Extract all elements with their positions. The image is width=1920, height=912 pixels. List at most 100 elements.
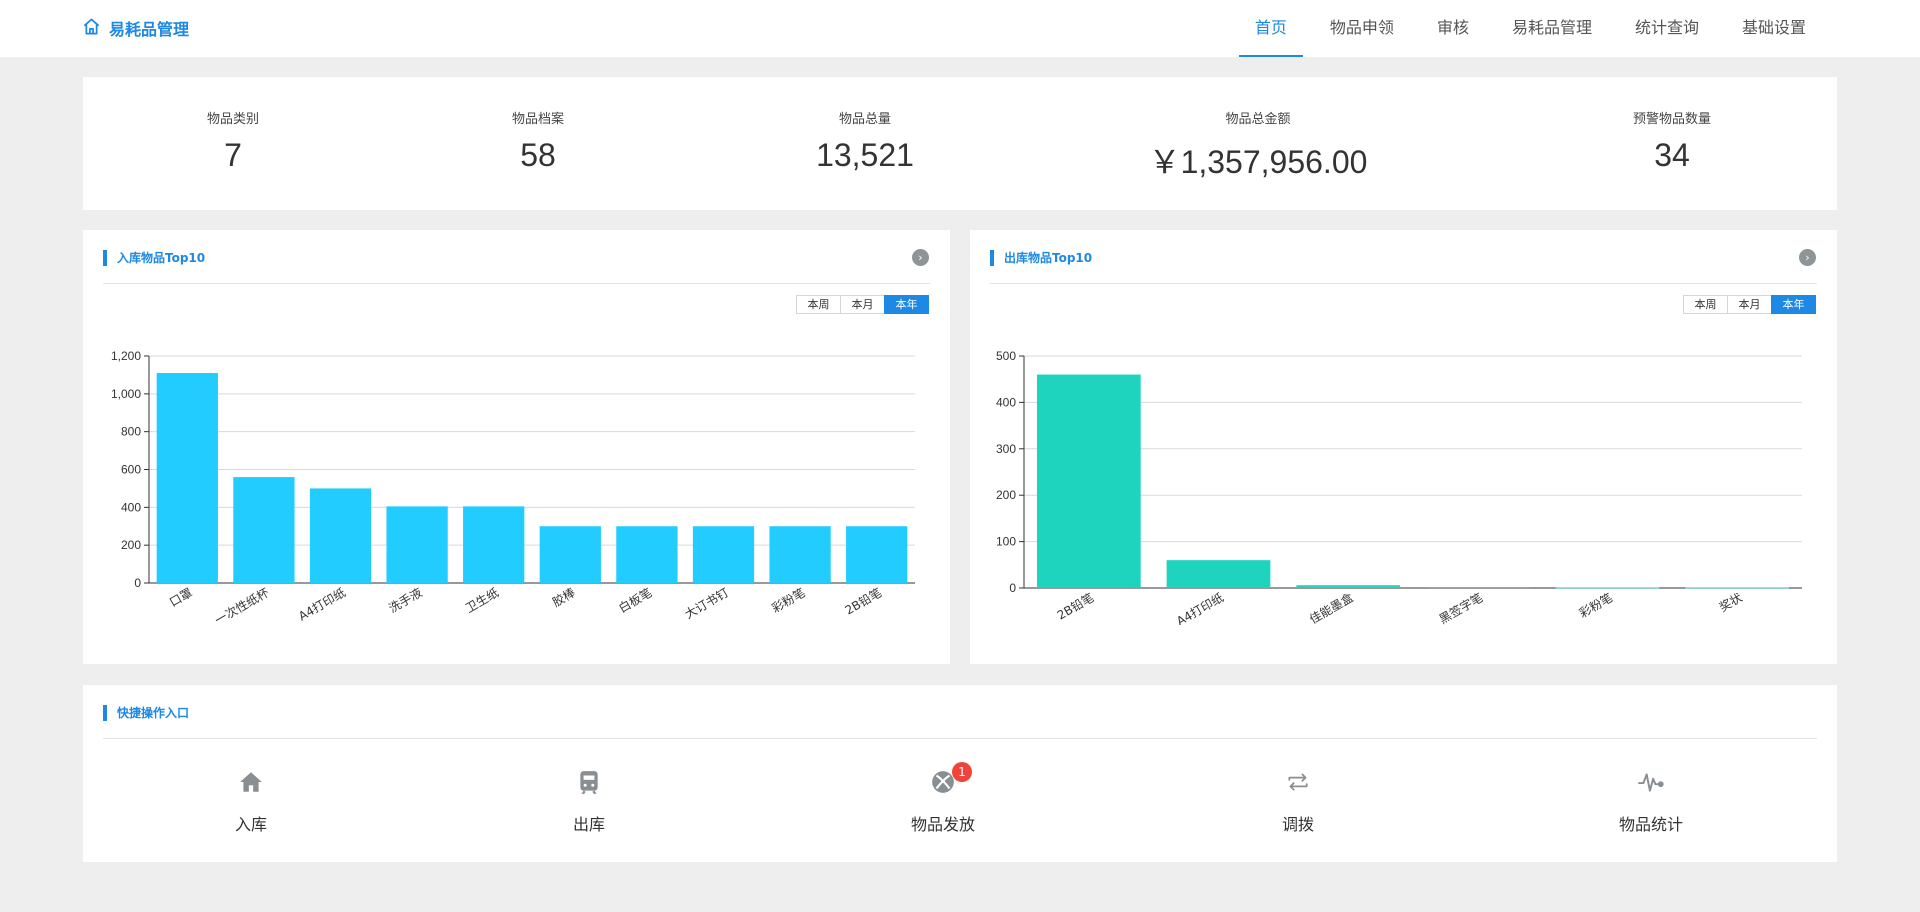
outbound-bar[interactable] [1296, 585, 1401, 588]
stat-label: 物品类别 [206, 112, 259, 127]
x-tick-label: A4打印纸 [1174, 590, 1226, 625]
inbound-bar[interactable] [309, 488, 372, 583]
y-tick-label: 200 [121, 538, 141, 552]
x-tick-label: 洗手液 [386, 585, 425, 616]
y-tick-label: 1,200 [111, 349, 141, 363]
stat-value: 34 [1654, 137, 1690, 173]
xbox-icon [930, 769, 956, 799]
brand-title: 易耗品管理 [109, 20, 190, 39]
x-tick-label: 佳能墨盒 [1307, 590, 1356, 625]
quick-label: 调拨 [1281, 815, 1314, 834]
panel-title: 出库物品Top10 [990, 250, 1092, 266]
outbound-bar[interactable] [1166, 560, 1271, 588]
y-tick-label: 100 [996, 535, 1016, 549]
train-icon [576, 769, 602, 799]
y-tick-label: 200 [996, 488, 1016, 502]
main-nav: 首页 物品申领 审核 易耗品管理 统计查询 基础设置 [1228, 0, 1822, 57]
nav-home[interactable]: 首页 [1238, 0, 1303, 57]
range-week-button[interactable]: 本周 [796, 295, 841, 314]
stat-total-quantity: 物品总量 13,521 [715, 77, 1015, 174]
chevron-right-icon[interactable]: › [912, 249, 929, 266]
x-tick-label: 一次性纸杯 [212, 585, 271, 625]
y-tick-label: 0 [1009, 581, 1016, 595]
outbound-bar-chart: 0 100 200 300 400 500 2B铅笔 A4打印纸 佳能墨盒 黑签字笔 彩粉笔 奖状 [996, 349, 1802, 625]
y-tick-label: 400 [996, 395, 1016, 409]
outbound-bar[interactable] [1425, 587, 1530, 588]
range-selector: 本周 本月 本年 [1683, 295, 1816, 314]
stat-value: 7 [224, 137, 242, 173]
home-icon [82, 17, 101, 40]
range-year-button[interactable]: 本年 [884, 295, 929, 314]
inbound-bar-chart: 0 200 400 600 800 1,000 1,200 口罩 一次性纸杯 A4打印纸 洗手液 卫生… [111, 349, 915, 625]
inbound-bar[interactable] [233, 477, 295, 583]
stats-panel: 物品类别 7 物品档案 58 物品总量 13,521 物品总金额 ￥1,357,… [83, 77, 1837, 210]
x-tick-label: 大订书钉 [682, 585, 731, 621]
nav-approval[interactable]: 审核 [1436, 18, 1469, 37]
stat-warning-count: 预警物品数量 34 [1522, 77, 1822, 174]
stat-label: 预警物品数量 [1632, 112, 1711, 127]
inbound-bar[interactable] [692, 526, 755, 583]
y-tick-label: 500 [996, 349, 1016, 363]
x-tick-label: 彩粉笔 [1576, 590, 1615, 621]
inbound-bar[interactable] [156, 373, 218, 583]
outbound-top10-panel: 出库物品Top10 › 本周 本月 本年 0 100 200 300 400 500 2B铅… [970, 230, 1837, 664]
stat-archive: 物品档案 58 [388, 77, 688, 174]
range-month-button[interactable]: 本月 [840, 295, 885, 314]
stat-category: 物品类别 7 [83, 77, 383, 174]
quick-label: 入库 [234, 815, 267, 834]
stat-value: 13,521 [816, 137, 914, 173]
inbound-bar[interactable] [846, 526, 908, 583]
y-tick-label: 800 [121, 425, 141, 439]
y-tick-label: 400 [121, 500, 141, 514]
inbound-top10-panel: 入库物品Top10 › 本周 本月 本年 0 200 400 600 800 1,000 1… [83, 230, 950, 664]
inbound-bar[interactable] [616, 526, 678, 583]
outbound-bar[interactable] [1685, 587, 1790, 589]
divider [990, 283, 1817, 284]
y-tick-label: 0 [134, 576, 141, 590]
outbound-bar[interactable] [1555, 587, 1660, 589]
panel-title: 入库物品Top10 [103, 250, 205, 266]
range-year-button[interactable]: 本年 [1771, 295, 1816, 314]
x-tick-label: 卫生纸 [463, 585, 501, 615]
x-tick-label: 白板笔 [616, 585, 655, 616]
stat-label: 物品总量 [838, 112, 891, 127]
quick-outbound[interactable]: 出库 [529, 769, 649, 835]
divider [103, 738, 1817, 739]
stat-label: 物品总金额 [1225, 112, 1291, 127]
transfer-icon [1285, 769, 1311, 799]
quick-inbound[interactable]: 入库 [191, 769, 311, 835]
x-tick-label: 奖状 [1717, 590, 1745, 614]
x-tick-label: 2B铅笔 [842, 585, 884, 618]
quick-transfer[interactable]: 调拨 [1238, 769, 1358, 835]
range-selector: 本周 本月 本年 [796, 295, 929, 314]
range-week-button[interactable]: 本周 [1683, 295, 1728, 314]
chevron-right-icon[interactable]: › [1799, 249, 1816, 266]
x-tick-label: 黑签字笔 [1436, 590, 1485, 625]
range-month-button[interactable]: 本月 [1727, 295, 1772, 314]
inbound-bar[interactable] [769, 526, 831, 583]
nav-consumables[interactable]: 易耗品管理 [1511, 18, 1592, 37]
nav-settings[interactable]: 基础设置 [1741, 18, 1806, 37]
stat-total-amount: 物品总金额 ￥1,357,956.00 [1108, 77, 1408, 183]
stat-label: 物品档案 [511, 112, 564, 127]
inbound-bar[interactable] [539, 526, 601, 583]
x-tick-label: A4打印纸 [296, 585, 348, 623]
y-tick-label: 600 [121, 463, 141, 477]
top-navbar: 易耗品管理 首页 物品申领 审核 易耗品管理 统计查询 基础设置 [0, 0, 1920, 57]
stat-value: ￥1,357,956.00 [1148, 144, 1368, 180]
x-tick-label: 胶棒 [550, 585, 578, 610]
outbound-bar[interactable] [1036, 374, 1141, 588]
brand[interactable]: 易耗品管理 [82, 16, 189, 40]
x-tick-label: 2B铅笔 [1054, 590, 1096, 623]
divider [103, 283, 930, 284]
nav-requisition[interactable]: 物品申领 [1329, 18, 1394, 37]
y-tick-label: 300 [996, 442, 1016, 456]
inbound-bar[interactable] [463, 506, 525, 583]
x-tick-label: 口罩 [167, 585, 195, 609]
y-tick-label: 1,000 [111, 387, 141, 401]
nav-statistics[interactable]: 统计查询 [1634, 18, 1699, 37]
notification-badge: 1 [952, 762, 972, 782]
quick-statistics[interactable]: 物品统计 [1591, 769, 1711, 835]
inbound-bar[interactable] [386, 506, 448, 583]
quick-distribute[interactable]: 1 物品发放 [883, 762, 1003, 835]
